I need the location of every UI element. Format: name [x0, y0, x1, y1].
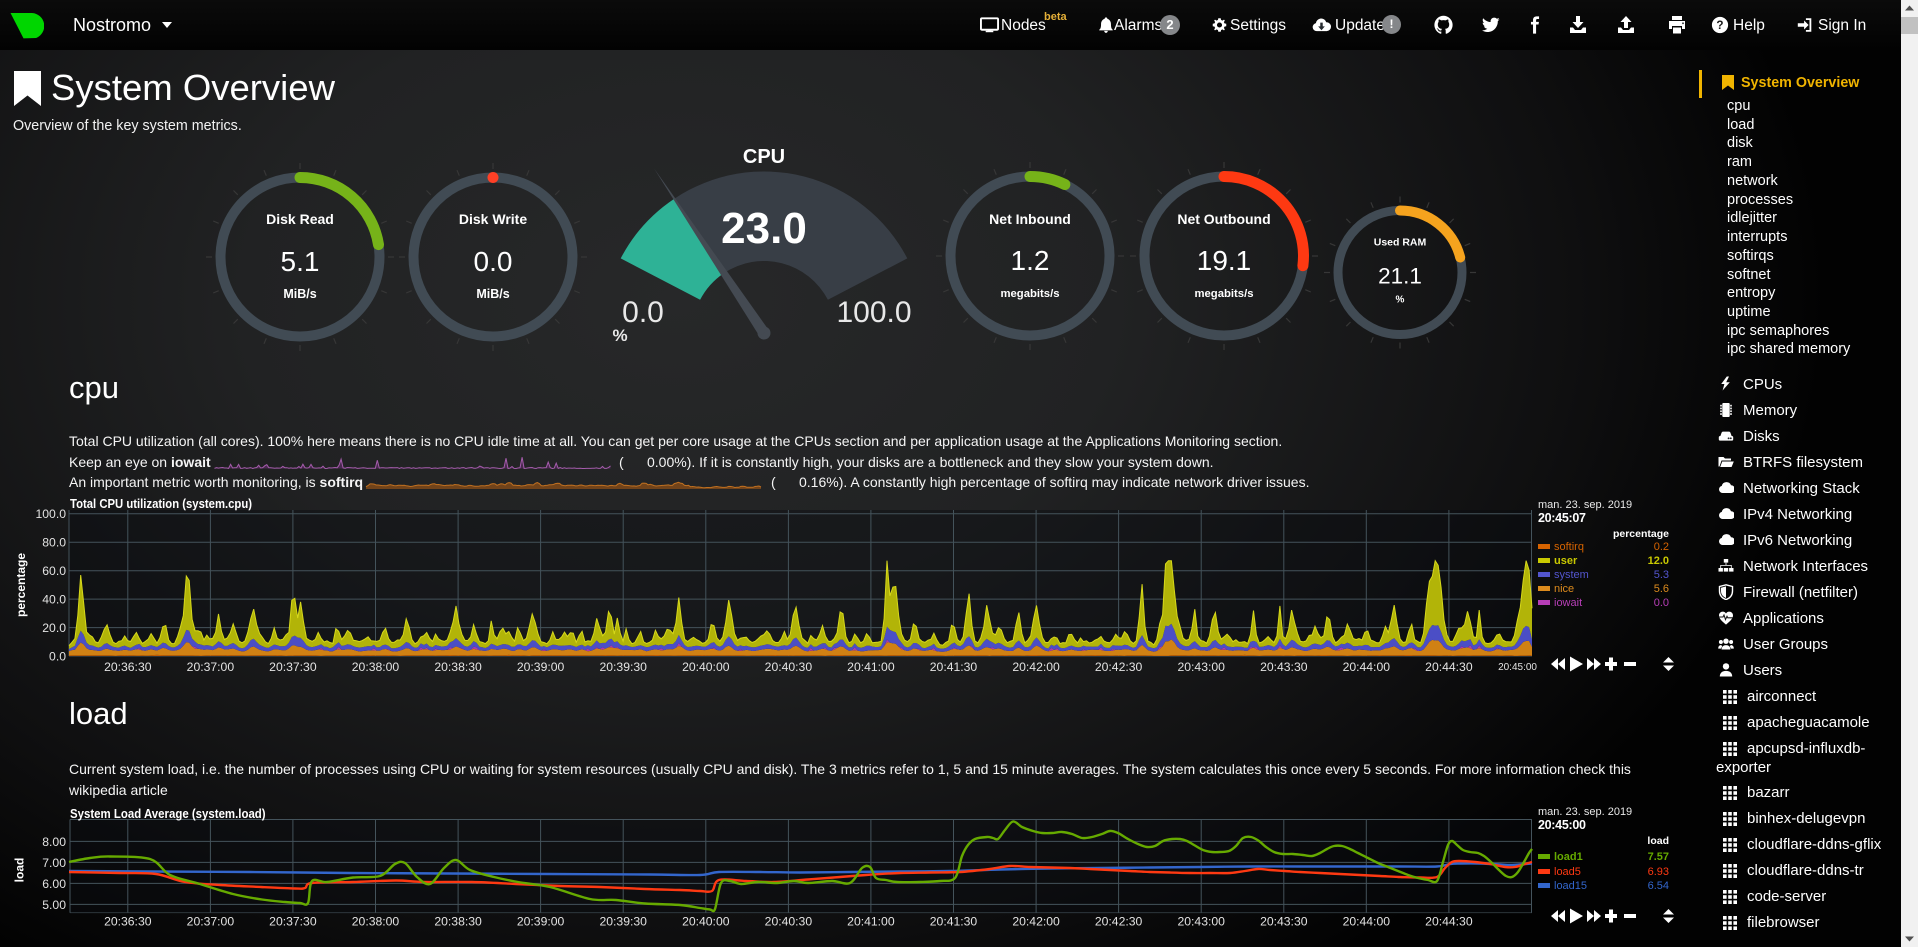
svg-text:60.0: 60.0	[42, 564, 66, 578]
svg-text:Net Inbound: Net Inbound	[989, 211, 1071, 227]
svg-text:20:37:00: 20:37:00	[187, 660, 235, 674]
svg-text:?: ?	[1716, 19, 1723, 32]
svg-text:20:36:30: 20:36:30	[104, 660, 152, 674]
svg-text:20:41:00: 20:41:00	[847, 660, 895, 674]
svg-text:20:39:30: 20:39:30	[599, 660, 647, 674]
svg-text:0.0: 0.0	[49, 649, 66, 663]
svg-text:20:39:00: 20:39:00	[517, 660, 565, 674]
svg-text:0.0: 0.0	[474, 246, 513, 277]
svg-text:20:44:30: 20:44:30	[1425, 660, 1473, 674]
svg-text:20:40:00: 20:40:00	[682, 660, 730, 674]
svg-text:20:37:00: 20:37:00	[187, 915, 235, 929]
svg-text:20:42:00: 20:42:00	[1012, 660, 1060, 674]
svg-text:5.1: 5.1	[281, 246, 320, 277]
svg-text:20:40:00: 20:40:00	[682, 915, 730, 929]
svg-text:21.1: 21.1	[1378, 264, 1422, 289]
svg-text:CPU: CPU	[743, 146, 785, 168]
svg-text:1.2: 1.2	[1011, 245, 1050, 276]
svg-text:20:41:30: 20:41:30	[930, 660, 978, 674]
svg-text:Used RAM: Used RAM	[1374, 237, 1427, 249]
svg-text:Disk Read: Disk Read	[266, 211, 334, 227]
svg-text:40.0: 40.0	[42, 592, 66, 606]
svg-text:20:36:30: 20:36:30	[104, 915, 152, 929]
svg-text:Disk Write: Disk Write	[459, 211, 527, 227]
svg-text:6.00: 6.00	[42, 877, 66, 891]
svg-text:20:42:30: 20:42:30	[1095, 915, 1143, 929]
svg-text:MiB/s: MiB/s	[476, 287, 509, 301]
svg-text:20:43:00: 20:43:00	[1177, 660, 1225, 674]
svg-text:20:37:30: 20:37:30	[269, 915, 317, 929]
svg-text:megabits/s: megabits/s	[1194, 288, 1253, 300]
svg-text:7.00: 7.00	[42, 856, 66, 870]
svg-text:20:38:30: 20:38:30	[434, 915, 482, 929]
svg-text:20:43:00: 20:43:00	[1177, 915, 1225, 929]
svg-text:20:40:30: 20:40:30	[765, 660, 813, 674]
svg-text:20:42:00: 20:42:00	[1012, 915, 1060, 929]
svg-text:20:44:00: 20:44:00	[1343, 915, 1391, 929]
svg-text:Net Outbound: Net Outbound	[1177, 211, 1270, 227]
svg-text:%: %	[612, 326, 627, 345]
svg-text:20:42:30: 20:42:30	[1095, 660, 1143, 674]
svg-text:20:38:00: 20:38:00	[352, 660, 400, 674]
svg-text:20:37:30: 20:37:30	[269, 660, 317, 674]
svg-text:19.1: 19.1	[1197, 245, 1252, 276]
svg-text:20:40:30: 20:40:30	[765, 915, 813, 929]
svg-text:20:39:30: 20:39:30	[599, 915, 647, 929]
svg-text:20:38:30: 20:38:30	[434, 660, 482, 674]
svg-text:80.0: 80.0	[42, 536, 66, 550]
svg-text:20:43:30: 20:43:30	[1260, 915, 1308, 929]
svg-text:0.0: 0.0	[622, 296, 664, 329]
svg-text:MiB/s: MiB/s	[283, 287, 316, 301]
svg-text:20:38:00: 20:38:00	[352, 915, 400, 929]
svg-text:20:41:00: 20:41:00	[847, 915, 895, 929]
svg-text:20:45:00: 20:45:00	[1498, 662, 1537, 673]
svg-text:20:44:30: 20:44:30	[1425, 915, 1473, 929]
svg-text:20:43:30: 20:43:30	[1260, 660, 1308, 674]
svg-text:20.0: 20.0	[42, 621, 66, 635]
svg-text:20:44:00: 20:44:00	[1343, 660, 1391, 674]
svg-text:%: %	[1396, 295, 1405, 306]
svg-text:megabits/s: megabits/s	[1000, 288, 1059, 300]
svg-text:23.0: 23.0	[721, 204, 807, 253]
svg-text:8.00: 8.00	[42, 835, 66, 849]
svg-text:20:41:30: 20:41:30	[930, 915, 978, 929]
svg-text:20:39:00: 20:39:00	[517, 915, 565, 929]
svg-text:5.00: 5.00	[42, 898, 66, 912]
svg-text:100.0: 100.0	[836, 296, 911, 329]
svg-text:100.0: 100.0	[36, 507, 67, 521]
